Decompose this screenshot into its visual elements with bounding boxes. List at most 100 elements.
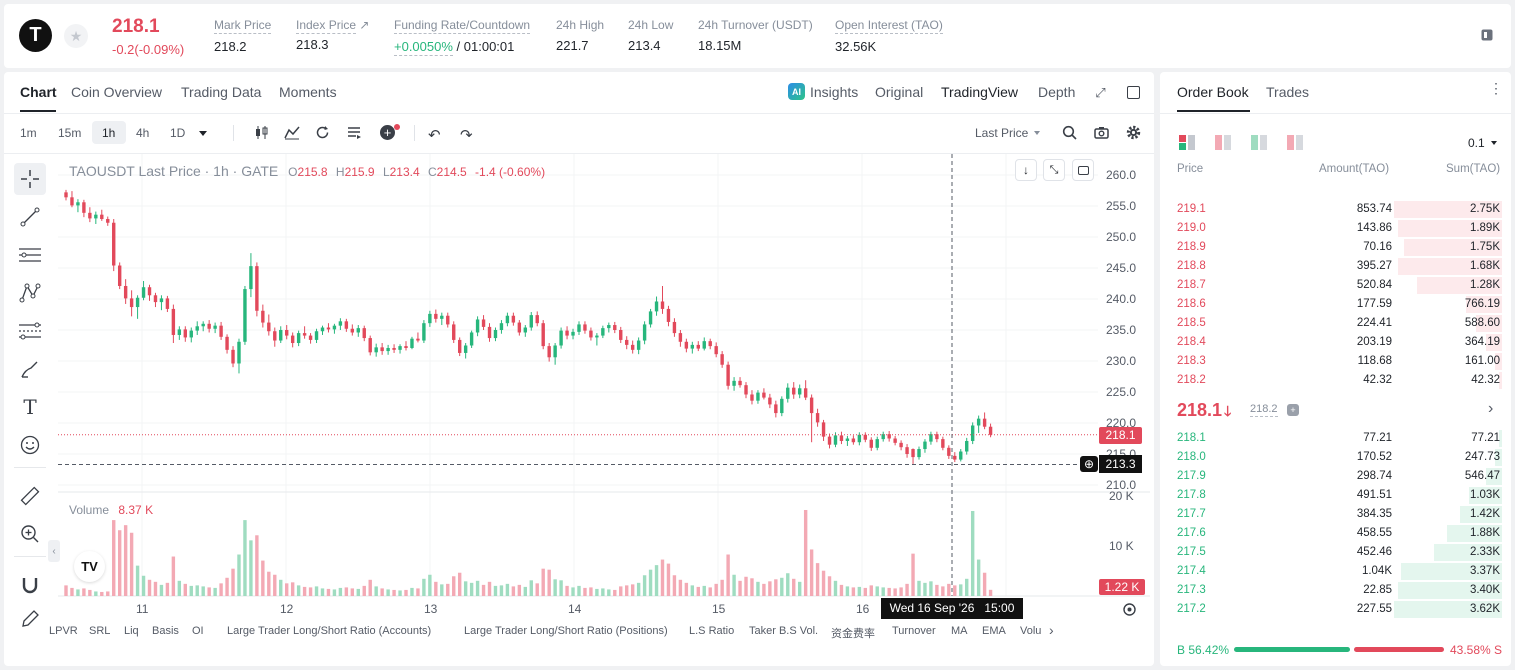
horizontal-lines-tool-icon[interactable] bbox=[14, 239, 46, 271]
ask-row[interactable]: 218.9 70.16 1.75K bbox=[1176, 238, 1502, 257]
indicators-icon[interactable] bbox=[284, 125, 300, 143]
view-bids-icon[interactable] bbox=[1251, 135, 1267, 153]
view-both-icon[interactable] bbox=[1179, 135, 1195, 153]
pencil-tool-icon[interactable] bbox=[14, 607, 46, 631]
bid-row[interactable]: 217.8 491.51 1.03K bbox=[1176, 486, 1502, 505]
price-type-select[interactable]: Last Price bbox=[975, 126, 1041, 140]
redo-icon[interactable]: ↷ bbox=[460, 127, 473, 144]
view-asks-icon[interactable] bbox=[1215, 135, 1231, 153]
templates-icon[interactable] bbox=[347, 125, 362, 143]
replay-icon[interactable] bbox=[315, 125, 330, 143]
chart-settings-icon[interactable] bbox=[1121, 601, 1137, 617]
bid-row[interactable]: 217.2 227.55 3.62K bbox=[1176, 600, 1502, 619]
fib-tool-icon[interactable] bbox=[14, 315, 46, 347]
search-icon[interactable] bbox=[1062, 125, 1077, 143]
indicator-tab[interactable]: Taker B.S Vol. bbox=[749, 625, 819, 637]
ask-row[interactable]: 219.1 853.74 2.75K bbox=[1176, 200, 1502, 219]
tab-original[interactable]: Original bbox=[875, 84, 924, 100]
more-options-icon[interactable]: ⋮ bbox=[1489, 80, 1503, 96]
ask-row[interactable]: 218.2 42.32 42.32 bbox=[1176, 371, 1502, 390]
interval-1d[interactable]: 1D bbox=[170, 126, 186, 140]
interval-4h[interactable]: 4h bbox=[136, 126, 150, 140]
external-link-icon[interactable]: ↗ bbox=[359, 18, 370, 32]
add-alert-icon[interactable]: ⊕ bbox=[1080, 456, 1098, 472]
indicator-tab[interactable]: MA bbox=[951, 625, 968, 637]
indicator-tab[interactable]: 资金费率 bbox=[831, 628, 875, 640]
ask-row[interactable]: 218.5 224.41 588.60 bbox=[1176, 314, 1502, 333]
indicator-tab[interactable]: LPVR bbox=[49, 625, 78, 637]
indicator-tab[interactable]: Large Trader Long/Short Ratio (Positions… bbox=[464, 625, 668, 637]
bid-row[interactable]: 218.0 170.52 247.73 bbox=[1176, 448, 1502, 467]
ask-row[interactable]: 219.0 143.86 1.89K bbox=[1176, 219, 1502, 238]
collapse-toolbar-icon[interactable]: ‹ bbox=[48, 540, 60, 562]
interval-1h[interactable]: 1h bbox=[102, 126, 116, 140]
insights-button[interactable]: AI Insights bbox=[788, 83, 858, 100]
precision-select[interactable]: 0.1 bbox=[1468, 136, 1497, 150]
tab-tradingview[interactable]: TradingView bbox=[941, 84, 1019, 100]
bid-row[interactable]: 217.9 298.74 546.47 bbox=[1176, 467, 1502, 486]
bid-row[interactable]: 217.4 1.04K 3.37K bbox=[1176, 562, 1502, 581]
ask-row[interactable]: 218.8 395.27 1.68K bbox=[1176, 257, 1502, 276]
settings-gear-icon[interactable] bbox=[1126, 125, 1141, 143]
collapse-arrows-icon[interactable]: ⤡ bbox=[1043, 159, 1065, 181]
candle-body bbox=[446, 315, 450, 325]
magnet-tool-icon[interactable] bbox=[14, 569, 46, 601]
indicator-tab[interactable]: Liq bbox=[124, 625, 139, 637]
ask-row[interactable]: 218.4 203.19 364.19 bbox=[1176, 333, 1502, 352]
trend-line-tool-icon[interactable] bbox=[14, 201, 46, 233]
stat-index-price[interactable]: Index Price ↗ 218.3 bbox=[296, 18, 369, 52]
indicator-tab[interactable]: Basis bbox=[152, 625, 179, 637]
tab-depth[interactable]: Depth bbox=[1038, 84, 1076, 100]
interval-1h-selected[interactable] bbox=[92, 121, 126, 144]
price-tick-label: 245.0 bbox=[1106, 261, 1137, 275]
order-price: 217.5 bbox=[1177, 546, 1206, 558]
indicator-tab[interactable]: L.S Ratio bbox=[689, 625, 735, 637]
indicator-tab[interactable]: Volu bbox=[1020, 625, 1042, 637]
bid-row[interactable]: 217.6 458.55 1.88K bbox=[1176, 524, 1502, 543]
tab-coin-overview[interactable]: Coin Overview bbox=[71, 84, 163, 100]
expand-icon[interactable]: ⤢ bbox=[1095, 84, 1106, 100]
interval-15m[interactable]: 15m bbox=[58, 126, 82, 140]
tab-trading-data[interactable]: Trading Data bbox=[181, 84, 262, 100]
indicator-tab[interactable]: Turnover bbox=[892, 625, 936, 637]
bid-row[interactable]: 218.1 77.21 77.21 bbox=[1176, 429, 1502, 448]
ask-row[interactable]: 218.3 118.68 161.00 bbox=[1176, 352, 1502, 371]
camera-icon[interactable] bbox=[1094, 125, 1109, 143]
interval-dropdown-icon[interactable] bbox=[199, 131, 207, 136]
maximize-chart-icon[interactable] bbox=[1072, 159, 1094, 181]
ruler-tool-icon[interactable] bbox=[14, 480, 46, 512]
ask-row[interactable]: 218.7 520.84 1.28K bbox=[1176, 276, 1502, 295]
text-tool-icon[interactable]: T bbox=[23, 395, 37, 419]
ask-row[interactable]: 218.6 177.59 766.19 bbox=[1176, 295, 1502, 314]
volume-bar bbox=[970, 510, 975, 596]
indicator-tab[interactable]: SRL bbox=[89, 625, 111, 637]
candle-type-icon[interactable] bbox=[254, 125, 269, 143]
candlestick-chart[interactable] bbox=[0, 0, 1160, 620]
pattern-tool-icon[interactable] bbox=[14, 277, 46, 309]
bid-row[interactable]: 217.3 22.85 3.40K bbox=[1176, 581, 1502, 600]
bid-row[interactable]: 217.7 384.35 1.42K bbox=[1176, 505, 1502, 524]
volume-bar bbox=[732, 574, 736, 596]
indicator-scroll-right-icon[interactable]: › bbox=[1049, 622, 1054, 638]
view-sells-icon[interactable] bbox=[1287, 135, 1303, 153]
bid-row[interactable]: 217.5 452.46 2.33K bbox=[1176, 543, 1502, 562]
indicator-tab[interactable]: OI bbox=[192, 625, 204, 637]
brush-tool-icon[interactable] bbox=[14, 353, 46, 385]
tab-moments[interactable]: Moments bbox=[279, 84, 337, 100]
tab-chart[interactable]: Chart bbox=[20, 84, 57, 100]
indicator-tab[interactable]: Large Trader Long/Short Ratio (Accounts) bbox=[227, 625, 432, 637]
tab-trades[interactable]: Trades bbox=[1266, 84, 1310, 100]
scroll-down-icon[interactable]: ↓ bbox=[1015, 159, 1037, 181]
interval-1m[interactable]: 1m bbox=[20, 126, 37, 140]
add-indicator-icon[interactable]: + bbox=[380, 125, 395, 140]
chevron-right-icon[interactable]: › bbox=[1488, 400, 1494, 417]
window-icon[interactable] bbox=[1127, 86, 1140, 99]
favorite-star-icon[interactable]: ★ bbox=[64, 24, 88, 48]
indicator-tab[interactable]: EMA bbox=[982, 625, 1006, 637]
crosshair-tool-icon[interactable] bbox=[14, 163, 46, 195]
undo-icon[interactable]: ↶ bbox=[428, 127, 441, 144]
tab-order-book[interactable]: Order Book bbox=[1177, 84, 1249, 100]
emoji-tool-icon[interactable] bbox=[14, 429, 46, 461]
zoom-in-tool-icon[interactable] bbox=[14, 518, 46, 550]
notebook-icon[interactable] bbox=[1479, 27, 1495, 43]
